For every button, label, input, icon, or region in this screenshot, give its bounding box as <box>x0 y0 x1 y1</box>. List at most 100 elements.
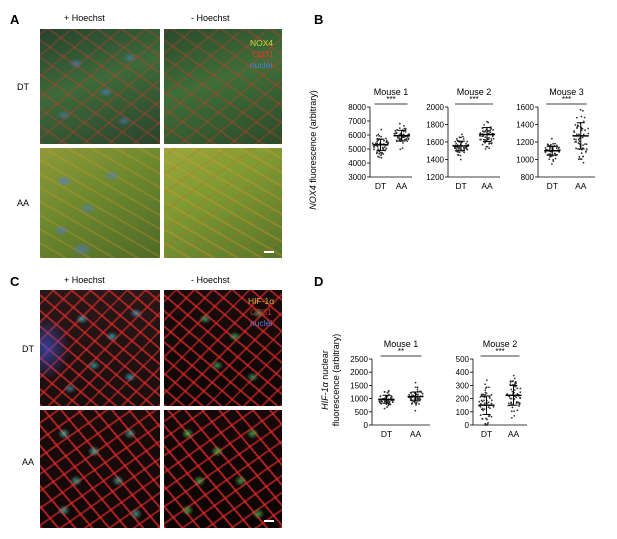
data-point <box>406 140 409 142</box>
micrograph-c-dt-plus-hoechst <box>40 290 160 406</box>
data-point <box>463 151 466 154</box>
micrograph-c-aa-plus-hoechst <box>40 410 160 528</box>
data-point <box>514 380 517 383</box>
data-point <box>509 397 512 400</box>
significance-label: *** <box>495 347 504 356</box>
x-tick-label: AA <box>410 429 422 439</box>
y-axis-label-d-rest: nuclear <box>320 350 330 383</box>
data-point <box>518 405 521 407</box>
data-point <box>484 383 487 386</box>
data-point <box>490 139 493 142</box>
data-point <box>490 399 493 402</box>
y-tick-label: 1000 <box>350 395 368 404</box>
data-point <box>404 131 407 133</box>
data-point <box>373 146 375 148</box>
data-point <box>556 144 558 147</box>
data-point <box>465 142 467 145</box>
data-point <box>552 158 555 161</box>
x-tick-label: AA <box>575 181 587 191</box>
data-point <box>554 157 557 160</box>
data-point <box>393 132 396 135</box>
row-label-dt-c: DT <box>22 344 34 354</box>
data-point <box>479 403 482 405</box>
data-point <box>456 146 459 149</box>
data-point <box>375 134 378 137</box>
panel-letter-d: D <box>314 274 324 289</box>
data-point <box>488 147 491 150</box>
data-point <box>585 148 588 150</box>
data-point <box>484 141 487 144</box>
data-point <box>582 120 585 123</box>
data-point <box>387 141 389 144</box>
data-point <box>515 400 518 403</box>
y-tick-label: 5000 <box>348 145 366 154</box>
data-point <box>488 415 491 418</box>
data-point <box>457 153 460 156</box>
data-point <box>483 399 485 402</box>
data-point <box>581 109 584 112</box>
data-point <box>582 133 585 136</box>
y-tick-label: 7000 <box>348 117 366 126</box>
x-tick-label: AA <box>481 181 493 191</box>
plot-b-mouse1: Mouse 1 3000 4000 5000 6000 7000 8000 DT AA *** <box>348 87 412 191</box>
y-tick-label: 500 <box>355 408 369 417</box>
data-point <box>549 155 552 158</box>
data-point <box>378 152 381 155</box>
data-point <box>378 400 381 402</box>
data-point <box>575 141 578 143</box>
data-point <box>492 137 495 140</box>
data-point <box>462 135 464 138</box>
data-point <box>399 148 402 151</box>
data-point <box>486 145 489 148</box>
y-axis-label-b: NOX4 fluorescence (arbitrary) <box>308 65 318 235</box>
data-point <box>582 144 584 147</box>
data-point <box>488 386 490 389</box>
y-tick-label: 4000 <box>348 159 366 168</box>
data-point <box>518 403 521 406</box>
data-point <box>487 421 489 424</box>
row-label-aa-a: AA <box>17 198 30 208</box>
plot-title: Mouse 3 <box>549 87 584 97</box>
data-point <box>381 146 384 149</box>
y-tick-label: 8000 <box>348 103 366 112</box>
data-point <box>510 410 513 413</box>
data-point <box>399 137 401 140</box>
data-point <box>383 390 386 393</box>
data-point <box>519 391 522 394</box>
data-point <box>462 137 465 140</box>
scale-bar-a <box>264 251 274 253</box>
data-point <box>378 150 381 153</box>
data-point <box>582 155 584 158</box>
data-point <box>416 388 419 391</box>
data-point <box>552 142 555 145</box>
y-tick-label: 6000 <box>348 131 366 140</box>
data-point <box>455 148 458 151</box>
data-point <box>480 393 483 396</box>
data-point <box>373 148 375 151</box>
plot-title: Mouse 2 <box>457 87 492 97</box>
data-point <box>507 404 510 407</box>
data-point <box>454 147 457 149</box>
data-point <box>485 379 488 382</box>
y-tick-label: 0 <box>364 421 369 430</box>
data-point <box>484 393 486 396</box>
data-point <box>380 156 383 159</box>
data-point <box>509 383 512 386</box>
data-point <box>516 409 519 412</box>
significance-label: *** <box>562 95 571 104</box>
data-point <box>575 147 577 150</box>
data-point <box>414 381 417 384</box>
data-point <box>484 389 487 392</box>
data-point <box>489 131 492 134</box>
data-point <box>398 122 401 125</box>
data-point <box>510 388 513 391</box>
data-point <box>515 382 517 384</box>
data-point <box>578 133 580 136</box>
data-point <box>481 408 483 411</box>
plot-d-mouse1: Mouse 1 0 500 1000 1500 2000 2500 DT AA ** <box>350 339 430 439</box>
data-point <box>490 402 493 405</box>
data-point <box>485 145 488 148</box>
data-point <box>554 142 556 145</box>
data-point <box>380 135 383 138</box>
data-point <box>371 142 374 145</box>
